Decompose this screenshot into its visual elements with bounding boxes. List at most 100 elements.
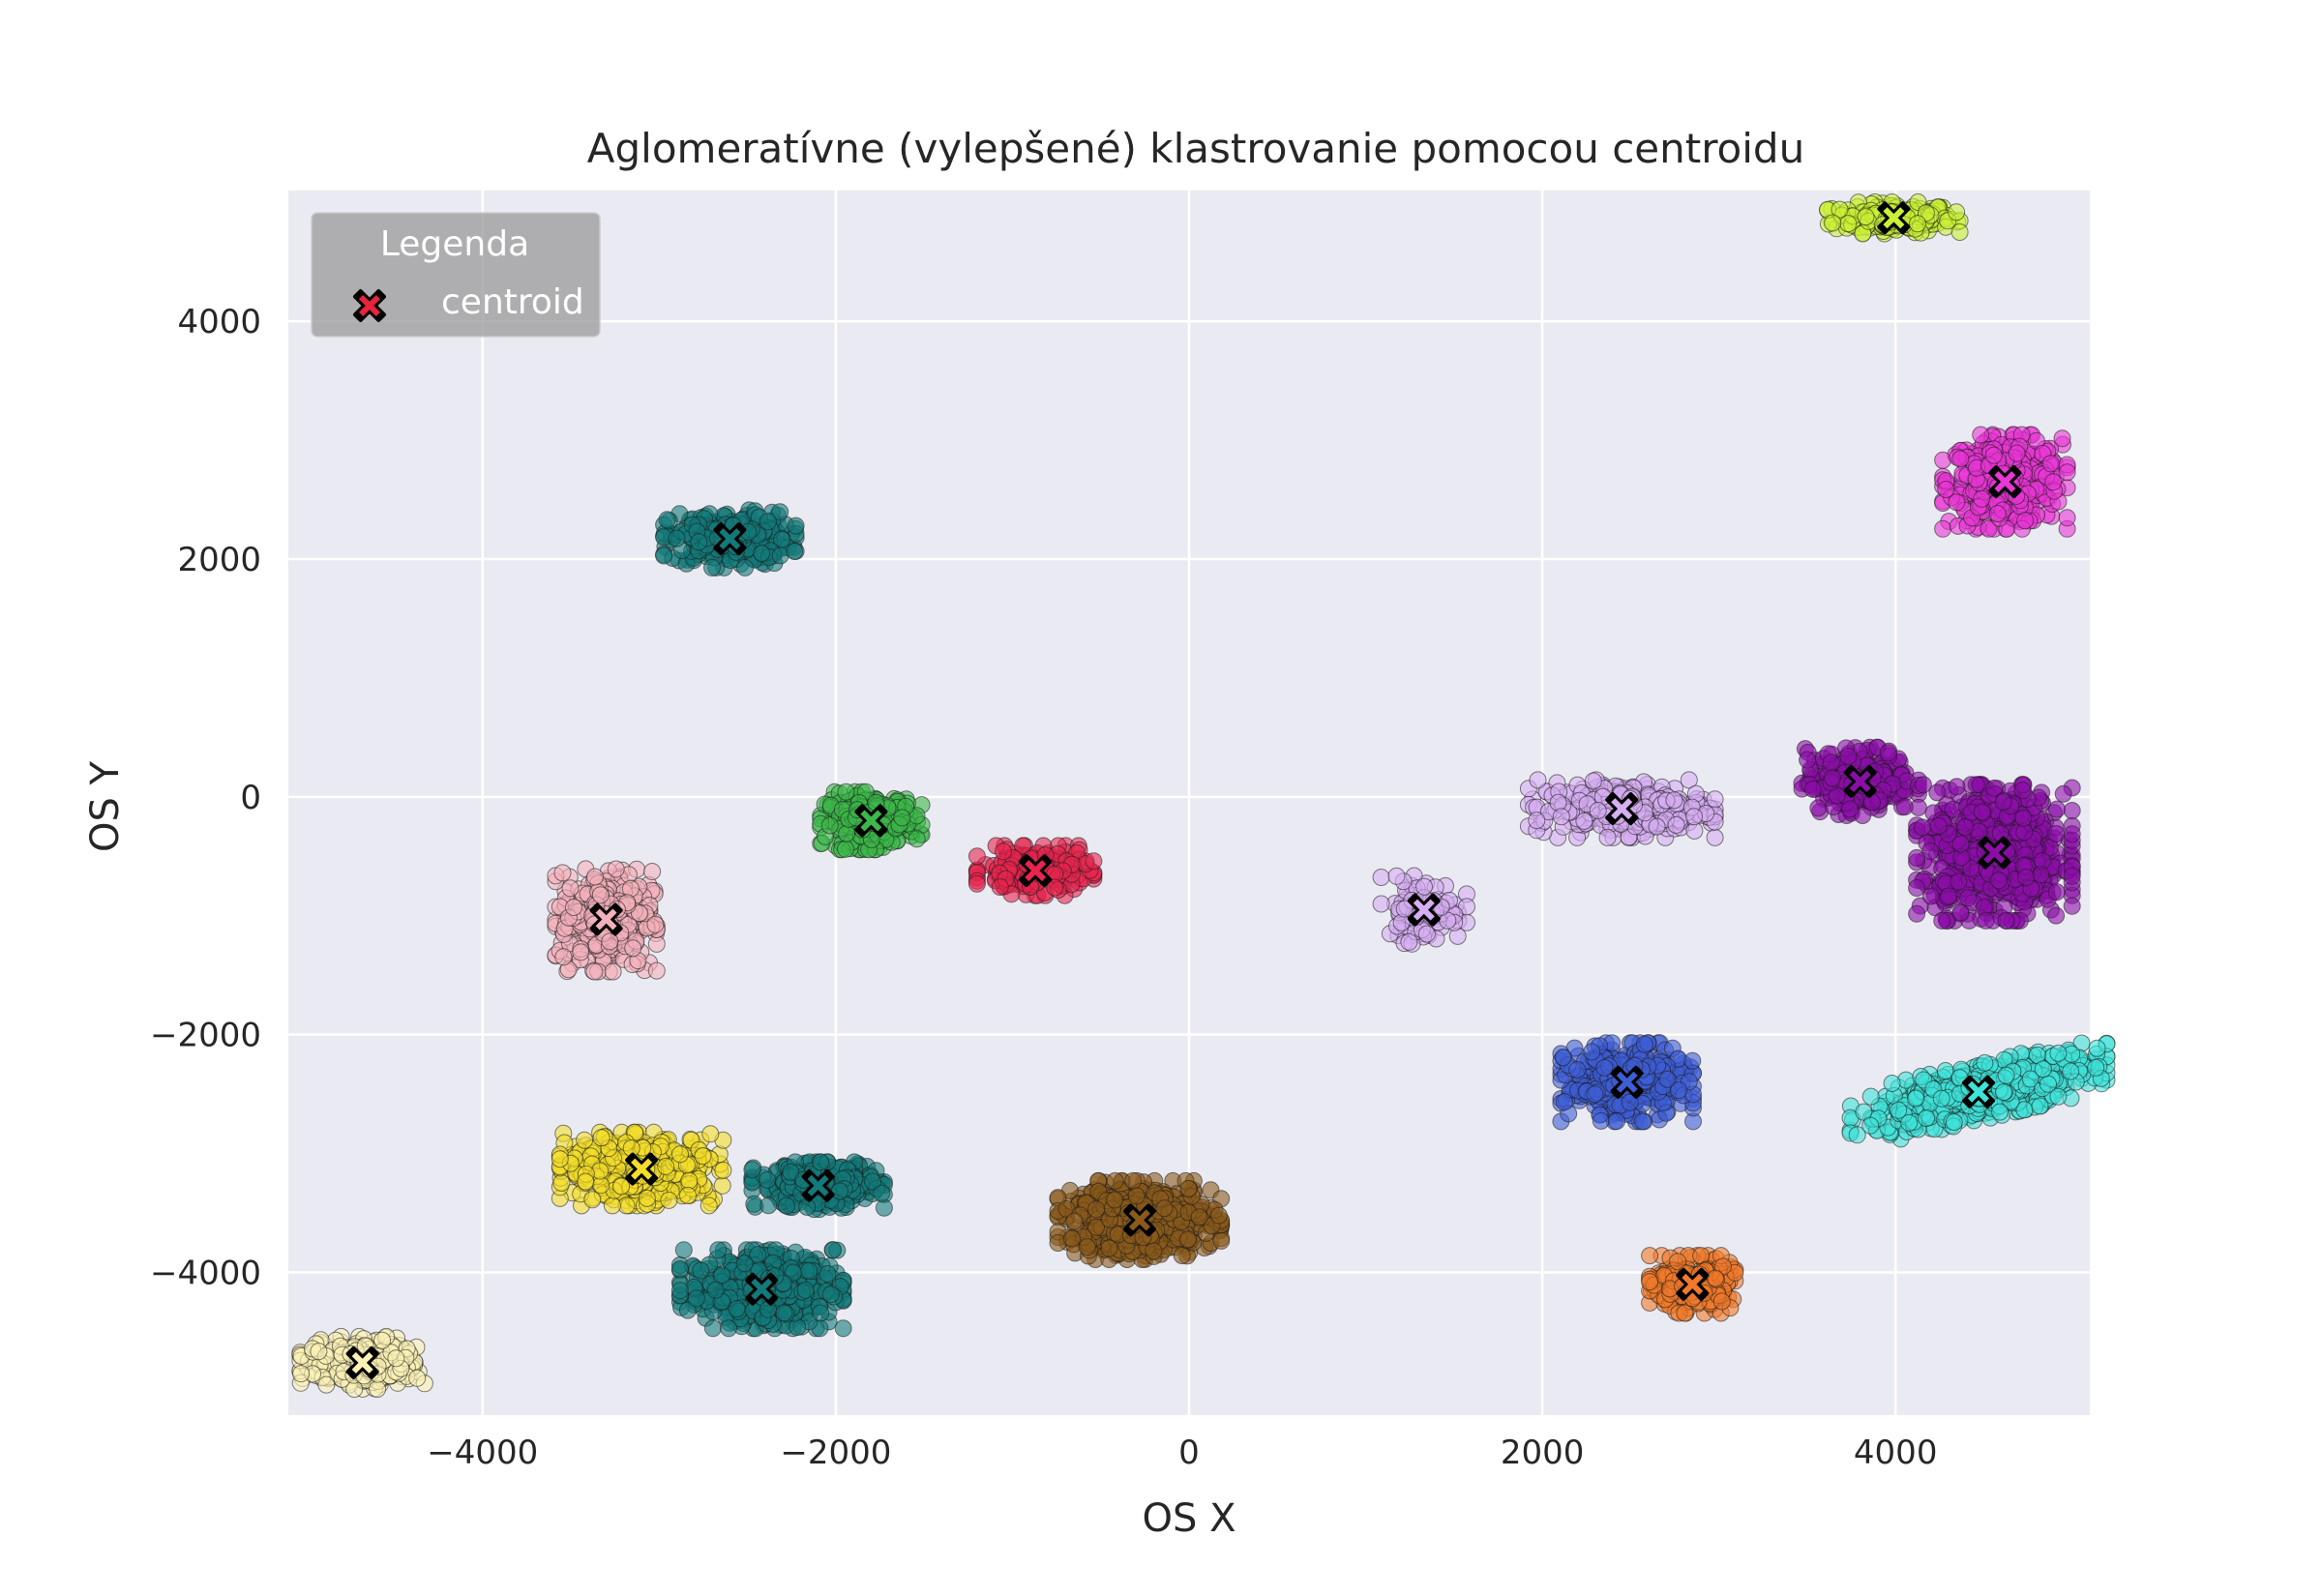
data-point [759,1197,778,1215]
data-point [1908,904,1926,923]
data-point [1933,911,1951,930]
data-point [1555,1093,1573,1111]
data-point [1929,816,1948,835]
data-point [1552,808,1570,826]
data-point [873,1184,891,1202]
data-point [745,1195,763,1213]
data-point [1863,793,1881,812]
data-point [2017,869,2036,886]
data-point [1415,877,1433,896]
data-point [1803,780,1822,798]
data-point [660,1191,678,1209]
data-point [1372,869,1390,886]
data-point [2014,809,2033,827]
data-point [1809,799,1828,817]
data-point [1973,489,1991,508]
data-point [968,847,986,866]
data-point [908,830,926,848]
data-point [1991,1103,2009,1121]
data-point [1841,800,1860,818]
data-point [2088,1039,2106,1057]
data-point [838,824,856,842]
data-point [1914,818,1931,837]
data-point [2047,906,2066,925]
data-point [1921,887,1940,905]
data-point [1951,903,1970,922]
data-point [713,1176,731,1195]
data-point [2054,784,2072,803]
data-point [1824,214,1842,232]
data-point [1822,754,1840,772]
data-point [1973,803,1991,821]
data-point [668,529,686,547]
data-point [583,1191,602,1209]
data-point [1959,889,1978,907]
data-point [604,962,622,981]
data-point [798,1197,817,1216]
data-point [1976,1053,1994,1072]
data-point [1909,215,1926,233]
data-point [2053,429,2071,448]
cluster-2 [1934,426,2076,538]
data-point [1984,446,2003,464]
data-point [1595,1058,1614,1077]
data-point [2063,802,2081,819]
data-point [1948,778,1966,796]
data-point [624,939,642,958]
data-point [657,1157,675,1175]
data-point [1895,798,1914,816]
data-point [893,809,911,827]
data-point [991,878,1009,896]
data-point [1997,1066,2015,1084]
data-point [875,1198,893,1217]
data-point [1950,872,1968,891]
data-point [643,863,662,880]
data-point [1932,1089,1950,1108]
data-point [554,948,573,966]
data-point [647,961,666,980]
data-point [1948,493,1966,512]
data-point [1683,1051,1702,1070]
data-point [2032,866,2050,884]
data-point [680,1171,699,1190]
data-point [1977,911,1995,930]
data-point [565,899,582,916]
data-point [1988,505,2007,522]
data-point [1839,747,1858,765]
data-point [1861,1087,1880,1106]
data-point [837,840,854,858]
data-point [1706,828,1724,846]
data-point [1934,519,1952,538]
data-point [2031,1097,2049,1115]
data-point [576,1131,594,1149]
data-point [771,503,789,521]
data-point [1951,835,1970,853]
data-point [1980,519,1998,538]
data-point [1907,1089,1925,1108]
data-point [2047,825,2066,842]
data-point [1934,451,1952,469]
data-point [2049,1044,2068,1062]
data-point [1598,828,1617,846]
data-point [1685,808,1703,826]
data-point [2062,1062,2080,1080]
data-point [690,533,708,551]
data-point [2087,1058,2105,1077]
data-point [2013,782,2032,800]
data-point [1928,783,1947,802]
data-point [2016,512,2035,530]
data-point [1994,793,2012,811]
data-point [1665,791,1683,810]
data-point [1940,887,1958,905]
data-point [1670,1081,1688,1100]
data-point [1583,1043,1601,1061]
data-point [1948,203,1966,222]
data-point [700,1197,718,1215]
data-point [2063,825,2081,843]
data-point [586,868,604,886]
data-point [1908,879,1926,897]
data-point [1608,1112,1625,1131]
data-point [1997,911,2015,930]
data-point [1945,1113,1963,1131]
data-point [2063,897,2081,915]
